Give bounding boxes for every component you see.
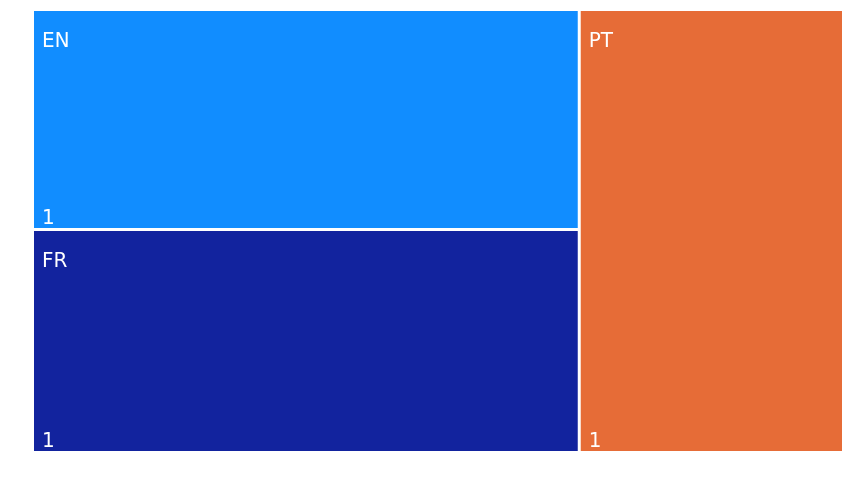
tile-fr[interactable]: FR 1 xyxy=(34,231,578,452)
treemap-tiles: EN 1 FR 1 PT 1 xyxy=(34,11,842,452)
tile-label-pt: PT xyxy=(589,28,614,52)
tile-value-fr: 1 xyxy=(42,428,55,452)
tile-label-fr: FR xyxy=(42,248,68,272)
tile-value-en: 1 xyxy=(42,205,55,229)
tile-pt[interactable]: PT 1 xyxy=(580,11,842,452)
tile-rect-pt[interactable] xyxy=(580,11,842,451)
tile-en[interactable]: EN 1 xyxy=(34,11,578,229)
tile-rect-fr[interactable] xyxy=(34,231,578,451)
tile-value-pt: 1 xyxy=(589,428,602,452)
tile-rect-en[interactable] xyxy=(34,11,578,228)
tile-label-en: EN xyxy=(42,28,70,52)
